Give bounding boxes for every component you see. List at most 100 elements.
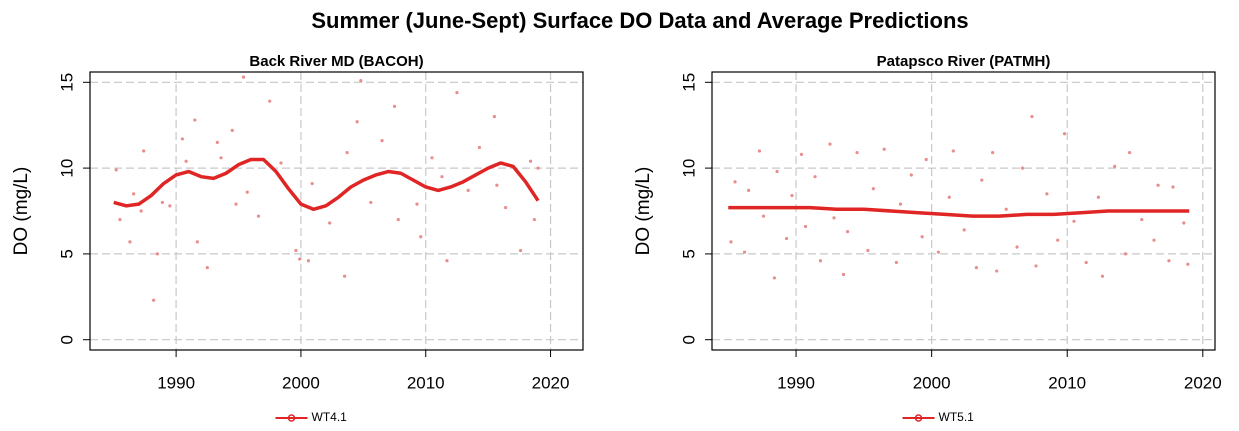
data-point [845,229,850,234]
y-tick-label: 0 [679,335,698,344]
data-point [193,118,197,122]
data-point [1123,252,1128,256]
data-point [742,250,747,254]
data-point [799,152,804,156]
data-point [118,217,122,222]
panel-title: Patapsco River (PATMH) [877,53,1051,70]
data-point [1182,221,1186,225]
data-point [898,202,903,206]
data-point [871,187,875,191]
data-point [160,200,164,205]
data-point [855,151,859,155]
data-point [380,139,384,143]
data-point [152,298,156,302]
data-point [1045,192,1049,196]
data-point [396,217,400,222]
data-point [430,156,434,160]
data-point [532,217,536,222]
y-tick-label: 5 [57,249,76,258]
data-point [733,180,737,184]
data-point [245,190,249,194]
data-point [230,128,234,132]
data-point [241,75,246,79]
data-point [832,216,836,220]
data-point [168,204,172,208]
data-point [1004,207,1008,211]
data-point [1096,195,1101,199]
data-point [345,151,349,155]
data-point [445,259,449,263]
data-point [962,228,966,232]
data-point [980,178,984,182]
data-point [294,248,298,253]
data-point [991,151,995,155]
y-tick-label: 5 [679,249,698,258]
data-point [419,235,423,239]
legend-marker [914,414,923,422]
data-point [328,221,332,225]
x-tick-label: 2010 [1048,373,1086,392]
data-point [369,200,373,205]
data-point [813,175,817,179]
data-point [256,214,261,218]
legend-label: WT5.1 [939,410,975,424]
data-point [184,159,188,163]
data-point [219,156,223,160]
data-point [866,248,870,253]
data-point [306,259,311,263]
data-point [1171,185,1175,189]
data-point [528,159,533,163]
data-point [114,168,118,172]
data-point [1152,238,1156,242]
data-point [415,202,419,206]
data-point [951,149,955,153]
legend-label: WT4.1 [312,410,348,424]
data-point [828,142,832,146]
data-point [1167,259,1171,263]
data-point [142,149,146,153]
y-tick-label: 15 [679,73,698,92]
legend-marker [287,414,296,422]
data-point [1034,264,1038,268]
data-point [1140,217,1144,222]
data-point [477,145,482,150]
data-point [1084,260,1088,265]
plot-frame [711,71,1216,351]
main-title: Summer (June-Sept) Surface DO Data and A… [311,8,968,33]
data-point [1186,262,1190,266]
data-point [343,274,347,278]
data-point [894,260,898,265]
x-tick-label: 2020 [1184,373,1222,392]
plot-frame [89,71,584,351]
y-tick-label: 10 [57,159,76,178]
panel-title: Back River MD (BACOH) [249,53,423,70]
data-point [1062,132,1067,136]
data-point [772,276,776,280]
trend-line [728,205,1190,218]
x-tick-label: 2000 [282,373,320,392]
data-point [234,202,238,206]
data-point [841,272,846,277]
data-point [909,173,913,177]
data-point [1113,164,1117,168]
data-point [466,188,470,193]
y-tick-label: 0 [57,335,76,344]
data-point [518,248,523,253]
data-point [1156,183,1160,187]
data-point [205,266,209,270]
data-point [132,192,136,196]
y-tick-label: 15 [57,73,76,92]
data-point [882,147,886,151]
data-point [1072,219,1076,223]
data-point [155,252,159,256]
trend-line [113,157,540,212]
data-point [310,181,314,186]
y-axis-label: DO (mg/L) [633,167,654,256]
data-point [195,240,199,244]
data-point [729,240,733,244]
data-point [818,259,823,263]
y-tick-label: 10 [679,159,698,178]
data-point [936,250,941,254]
